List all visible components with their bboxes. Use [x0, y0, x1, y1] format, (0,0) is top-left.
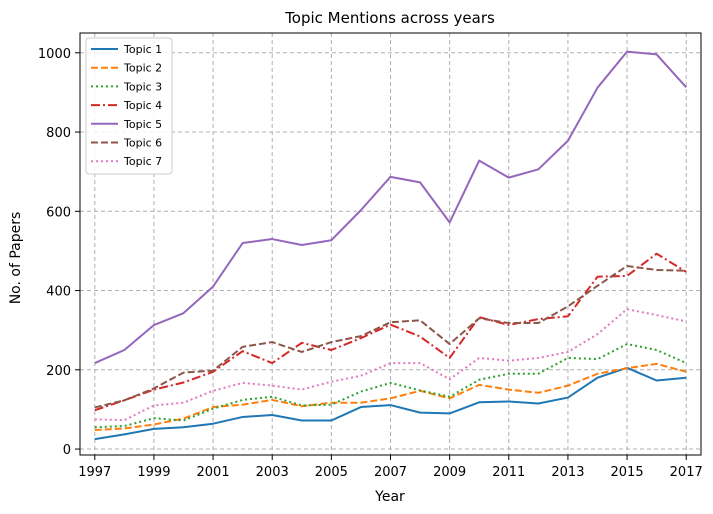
x-tick-label: 2013 — [551, 465, 584, 480]
series-line-topic-1 — [94, 366, 687, 441]
grid — [80, 33, 701, 455]
legend-label: Topic 1 — [123, 43, 162, 56]
legend-label: Topic 3 — [123, 80, 162, 93]
x-axis-label: Year — [374, 489, 405, 505]
x-tick-label: 2007 — [374, 465, 407, 480]
series-line-topic-3 — [94, 343, 687, 429]
y-tick-label: 800 — [46, 126, 71, 141]
y-tick-label: 400 — [46, 285, 71, 300]
legend-label: Topic 4 — [123, 99, 162, 112]
x-axis: 1997 1999 2001 2003 2005 2007 2009 2011 2013 2015… — [78, 455, 703, 480]
plot-lines — [94, 50, 687, 441]
y-tick-label: 0 — [63, 443, 71, 458]
x-tick-label: 2005 — [315, 465, 348, 480]
chart-title: Topic Mentions across years — [284, 9, 495, 27]
y-tick-label: 200 — [46, 364, 71, 379]
legend-label: Topic 6 — [123, 137, 162, 150]
legend-label: Topic 2 — [123, 62, 162, 75]
series-line-topic-2 — [94, 362, 687, 432]
x-tick-label: 2015 — [611, 465, 644, 480]
x-tick-label: 2001 — [197, 465, 230, 480]
x-tick-label: 1999 — [137, 465, 170, 480]
x-tick-label: 2017 — [670, 465, 703, 480]
y-tick-label: 1000 — [38, 47, 71, 62]
legend-box — [85, 37, 173, 175]
series-line-topic-6 — [94, 264, 687, 409]
series-line-topic-5 — [94, 50, 687, 364]
legend: Topic 1 Topic 2 Topic 3 Topic 4 Topic 5 Topic… — [85, 37, 173, 175]
legend-label: Topic 7 — [123, 155, 162, 168]
y-axis: 0 200 400 600 800 1000 — [38, 47, 80, 458]
y-tick-label: 600 — [46, 205, 71, 220]
x-tick-label: 2003 — [256, 465, 289, 480]
x-tick-label: 1997 — [78, 465, 111, 480]
y-axis-label: No. of Papers — [8, 212, 24, 305]
series-line-topic-4 — [94, 252, 687, 412]
legend-label: Topic 5 — [123, 118, 162, 131]
x-tick-label: 2009 — [433, 465, 466, 480]
x-tick-label: 2011 — [492, 465, 525, 480]
